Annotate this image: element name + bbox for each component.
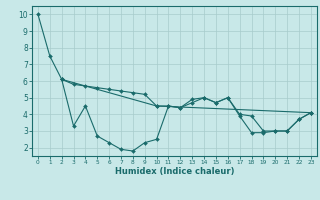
X-axis label: Humidex (Indice chaleur): Humidex (Indice chaleur) (115, 167, 234, 176)
